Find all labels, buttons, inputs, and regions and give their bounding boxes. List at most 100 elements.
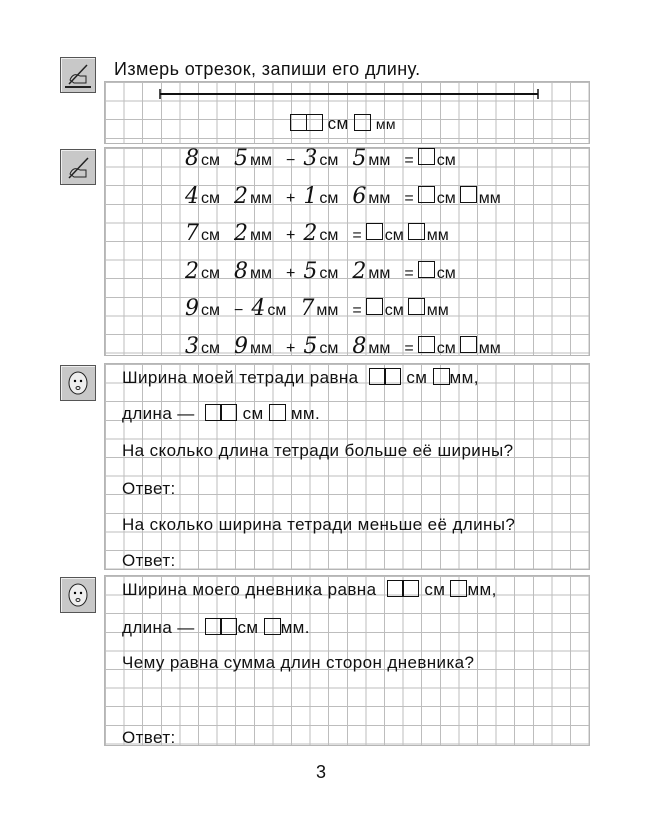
- ex3-answer-2: Ответ:: [122, 551, 176, 570]
- ex4-width-line: Ширина моего дневника равна см мм,: [122, 580, 497, 600]
- answer-box[interactable]: [268, 404, 286, 421]
- operator: =: [404, 264, 414, 282]
- expression-row: 4 см 2 мм +1 см 6 мм = см мм: [185, 184, 501, 209]
- text: длина —: [122, 618, 195, 637]
- ex3-answer-1: Ответ:: [122, 479, 176, 498]
- ex4-grid: [104, 575, 590, 746]
- expression-row: 9 см −4 см 7 мм = см мм: [185, 296, 449, 321]
- page-number: 3: [316, 762, 327, 782]
- measure-segment: [159, 89, 539, 99]
- unit: мм: [368, 339, 391, 357]
- unit: мм: [250, 227, 272, 244]
- unit: мм: [426, 302, 449, 319]
- operator: =: [404, 152, 414, 169]
- answer-box[interactable]: [384, 368, 402, 385]
- answer-box[interactable]: [220, 618, 238, 635]
- operator: +: [286, 227, 296, 244]
- unit-mm: мм.: [290, 404, 321, 423]
- pencil-ruler-icon: [60, 57, 96, 93]
- operator: +: [286, 339, 296, 357]
- expression-row: 3 см 9 мм +5 см 8 мм = см мм: [185, 334, 501, 359]
- expression-row: 8 см 5 мм −3 см 5 мм = см: [185, 146, 456, 171]
- digit: 2: [352, 258, 367, 284]
- unit: см: [267, 302, 287, 319]
- unit: см: [319, 189, 339, 207]
- answer-box[interactable]: [305, 114, 323, 131]
- digit: 8: [352, 333, 367, 359]
- unit: см: [436, 189, 456, 207]
- unit: мм: [250, 152, 272, 169]
- answer-box[interactable]: [368, 368, 386, 385]
- answer-box[interactable]: [407, 298, 425, 315]
- answer-box[interactable]: [386, 580, 404, 597]
- digit: 4: [251, 296, 266, 321]
- unit: мм: [368, 189, 391, 207]
- text: Ширина моей тетради равна: [122, 368, 359, 387]
- ex3-question-2: На сколько ширина тетради меньше её длин…: [122, 515, 516, 534]
- digit: 8: [185, 146, 199, 171]
- unit-cm: см: [406, 368, 428, 387]
- answer-box[interactable]: [365, 223, 383, 240]
- answer-box[interactable]: [417, 335, 435, 353]
- digit: 7: [300, 296, 315, 321]
- operator: =: [404, 189, 414, 207]
- unit-cm: см: [424, 580, 446, 599]
- answer-box[interactable]: [407, 223, 425, 240]
- digit: 9: [185, 296, 199, 321]
- unit: см: [201, 152, 220, 169]
- answer-box[interactable]: [220, 404, 238, 421]
- answer-box[interactable]: [204, 404, 222, 421]
- boy-face-icon: [60, 577, 96, 613]
- operator: −: [286, 152, 296, 169]
- ex3-question-1: На сколько длина тетради больше её ширин…: [122, 441, 514, 460]
- ex2-grid: [104, 147, 590, 356]
- unit-mm: мм,: [449, 368, 479, 387]
- answer-box[interactable]: [417, 148, 435, 165]
- answer-box[interactable]: [204, 618, 222, 635]
- answer-box[interactable]: [432, 368, 450, 385]
- ex1-instruction: Измерь отрезок, запиши его длину.: [114, 59, 421, 79]
- answer-box[interactable]: [263, 618, 281, 635]
- digit: 5: [303, 333, 318, 359]
- text: длина —: [122, 404, 195, 423]
- digit: 6: [352, 183, 367, 209]
- unit: мм: [368, 152, 391, 169]
- digit: 5: [303, 258, 318, 284]
- unit: см: [384, 302, 404, 319]
- answer-box[interactable]: [459, 185, 477, 203]
- ex1-answer: см мм: [290, 114, 396, 134]
- unit-mm: мм.: [280, 618, 310, 637]
- answer-box[interactable]: [290, 114, 307, 131]
- ex4-length-line: длина — см мм.: [122, 618, 310, 638]
- operator: +: [286, 264, 296, 282]
- unit: см: [436, 339, 456, 357]
- unit: мм: [250, 264, 272, 282]
- answer-box[interactable]: [450, 580, 468, 597]
- expression-row: 2 см 8 мм +5 см 2 мм = см: [185, 259, 456, 284]
- unit: мм: [250, 189, 272, 207]
- unit-cm: см: [327, 114, 349, 133]
- answer-box[interactable]: [365, 298, 383, 315]
- unit: мм: [478, 189, 501, 207]
- operator: =: [404, 339, 414, 357]
- unit: см: [201, 264, 220, 282]
- unit: см: [201, 302, 220, 319]
- answer-box[interactable]: [402, 580, 420, 597]
- answer-box[interactable]: [417, 260, 435, 278]
- unit: мм: [478, 339, 501, 357]
- unit: см: [436, 264, 456, 282]
- answer-box[interactable]: [353, 114, 371, 131]
- unit: мм: [316, 302, 339, 319]
- ex4-question: Чему равна сумма длин сторон дневника?: [122, 653, 475, 672]
- answer-box[interactable]: [417, 185, 435, 203]
- answer-box[interactable]: [459, 335, 477, 353]
- digit: 1: [303, 183, 318, 209]
- unit: см: [319, 339, 339, 357]
- ex3-length-line: длина — см мм.: [122, 404, 320, 424]
- unit: см: [201, 189, 220, 207]
- operator: =: [352, 302, 362, 319]
- unit: см: [201, 227, 220, 244]
- digit: 2: [185, 258, 199, 284]
- ex3-width-line: Ширина моей тетради равна см мм,: [122, 368, 479, 388]
